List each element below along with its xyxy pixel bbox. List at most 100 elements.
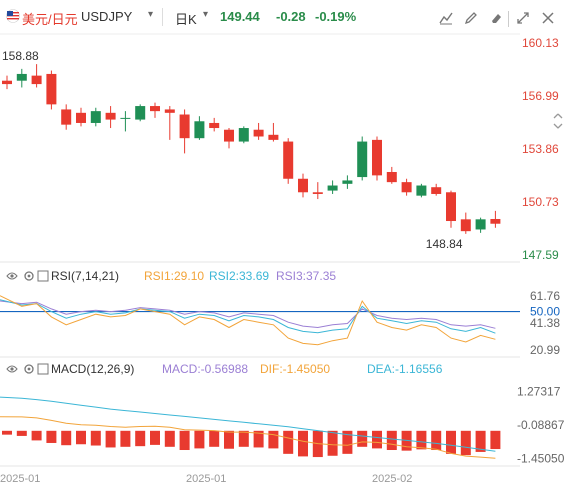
- divider: [508, 11, 509, 27]
- macd-bar: [2, 430, 12, 435]
- rsi-tick: 20.99: [530, 343, 560, 357]
- candle-body[interactable]: [416, 185, 427, 196]
- rsi-title: RSI(7,14,21): [51, 269, 120, 283]
- candle-body[interactable]: [372, 139, 382, 176]
- candle-body[interactable]: [224, 129, 234, 142]
- candle-body[interactable]: [90, 111, 101, 123]
- high-label: 158.88: [2, 49, 39, 63]
- candle-body[interactable]: [386, 171, 397, 183]
- draw-icon[interactable]: [462, 9, 480, 27]
- macd-bar: [460, 430, 471, 456]
- candle-body[interactable]: [2, 80, 12, 85]
- rsi2-line: [0, 299, 496, 334]
- candle-body[interactable]: [431, 187, 442, 194]
- candle-body[interactable]: [31, 75, 42, 85]
- eye-icon[interactable]: [6, 363, 18, 375]
- candle-body[interactable]: [135, 106, 146, 120]
- candles: [2, 64, 501, 234]
- macd-bar: [238, 430, 249, 447]
- period-selector[interactable]: 日K: [175, 12, 197, 27]
- expand-icon[interactable]: [514, 9, 532, 27]
- macd-bar: [431, 430, 442, 451]
- rsi-tick: 50.00: [530, 305, 560, 319]
- pair-en[interactable]: USDJPY: [81, 9, 133, 24]
- candle-body[interactable]: [312, 192, 323, 194]
- macd-bar: [164, 430, 175, 447]
- close-icon[interactable]: [539, 9, 557, 27]
- dif-value: DIF:-1.45050: [260, 362, 331, 376]
- pair-cn[interactable]: 美元/日元: [22, 12, 78, 27]
- price-tick: 147.59: [522, 248, 559, 262]
- macd-value: MACD:-0.56988: [162, 362, 249, 376]
- macd-bar: [209, 430, 220, 447]
- candle-body[interactable]: [298, 178, 308, 193]
- macd-bar: [372, 430, 382, 449]
- rsi-tick: 41.38: [530, 316, 560, 330]
- macd-bar: [416, 430, 427, 450]
- chevron-down-icon[interactable]: ▾: [148, 9, 154, 20]
- candle-body[interactable]: [46, 73, 57, 105]
- candle-body[interactable]: [283, 141, 294, 179]
- macd-bar: [46, 430, 57, 443]
- candle-body[interactable]: [342, 180, 353, 184]
- macd-bar: [76, 430, 86, 445]
- candle-body[interactable]: [150, 106, 160, 112]
- low-label: 148.84: [426, 237, 463, 251]
- toolbar: 美元/日元 USDJPY ▾ 日K ▾ 149.44 -0.28 -0.19%: [0, 0, 566, 34]
- macd-bar: [253, 430, 264, 448]
- candle-body[interactable]: [401, 182, 412, 193]
- flag-icon: [6, 9, 20, 23]
- price-axis: 160.13 156.99 153.86 150.73 147.59: [522, 36, 559, 262]
- settings-icon[interactable]: [23, 363, 35, 375]
- price-change: -0.28: [276, 9, 306, 24]
- price-change-pct: -0.19%: [315, 9, 357, 24]
- current-price: 149.44: [220, 9, 260, 24]
- candle-body[interactable]: [475, 219, 486, 230]
- macd-bar: [268, 430, 279, 449]
- candle-body[interactable]: [460, 219, 471, 232]
- macd-bar: [224, 430, 234, 449]
- candle-body[interactable]: [268, 134, 279, 140]
- indicator-select-icon[interactable]: [37, 363, 49, 375]
- rsi3-line: [0, 300, 496, 329]
- candle-body[interactable]: [120, 117, 131, 119]
- divider: [162, 8, 163, 26]
- candle-body[interactable]: [446, 192, 456, 222]
- candle-body[interactable]: [357, 141, 368, 178]
- candle-body[interactable]: [76, 112, 86, 123]
- eraser-icon[interactable]: [487, 9, 505, 27]
- macd-bar: [490, 430, 501, 450]
- candle-body[interactable]: [179, 114, 190, 139]
- candle-body[interactable]: [194, 121, 205, 139]
- macd-bar: [194, 430, 205, 449]
- chevron-right-icon[interactable]: [553, 113, 563, 132]
- candle-body[interactable]: [61, 109, 72, 125]
- price-tick: 160.13: [522, 36, 559, 50]
- settings-icon[interactable]: [23, 270, 35, 282]
- indicator-icon[interactable]: [437, 9, 455, 27]
- candle-body[interactable]: [253, 129, 264, 137]
- macd-bar: [105, 430, 116, 448]
- eye-icon[interactable]: [6, 270, 18, 282]
- macd-bar: [283, 430, 294, 454]
- candle-body[interactable]: [209, 122, 220, 129]
- candle-body[interactable]: [164, 109, 175, 113]
- x-label: 2025-02: [372, 473, 412, 485]
- price-tick: 156.99: [522, 89, 559, 103]
- macd-bar: [61, 430, 72, 446]
- candle-body[interactable]: [238, 128, 249, 142]
- dea-line: [0, 396, 496, 452]
- macd-tick: 1.27317: [517, 385, 561, 399]
- macd-bar: [120, 430, 131, 447]
- macd-bar: [475, 430, 486, 452]
- candle-body[interactable]: [327, 185, 338, 191]
- candle-body[interactable]: [105, 112, 116, 120]
- candle-body[interactable]: [490, 218, 501, 224]
- dea-value: DEA:-1.16556: [367, 362, 443, 376]
- macd-bar: [179, 430, 190, 451]
- candle-body[interactable]: [16, 73, 27, 81]
- chevron-down-icon[interactable]: ▾: [203, 9, 209, 20]
- indicator-select-icon[interactable]: [37, 270, 49, 282]
